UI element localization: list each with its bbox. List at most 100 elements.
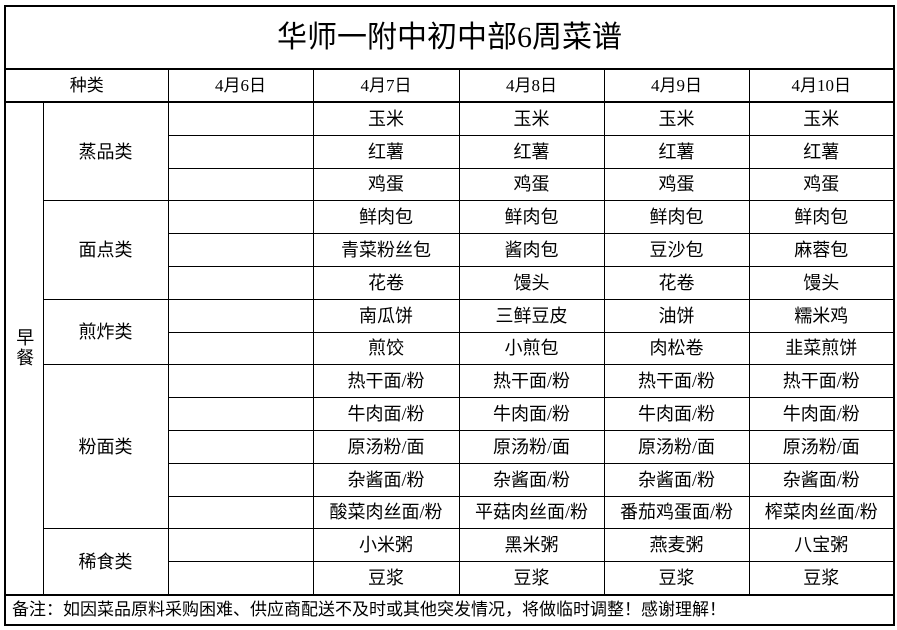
table-row: 鸡蛋 鸡蛋 鸡蛋 鸡蛋 — [5, 167, 895, 202]
menu-cell: 馒头 — [458, 265, 605, 300]
menu-cell — [167, 495, 314, 530]
menu-cell: 玉米 — [312, 101, 460, 136]
table-row: 豆浆 豆浆 豆浆 豆浆 — [5, 561, 895, 596]
menu-cell: 鲜肉包 — [748, 200, 895, 235]
menu-cell — [167, 134, 314, 169]
menu-cell: 热干面/粉 — [458, 364, 605, 399]
menu-cell: 杂酱面/粉 — [312, 462, 460, 497]
menu-cell: 南瓜饼 — [312, 298, 460, 333]
menu-cell: 原汤粉/面 — [312, 429, 460, 464]
menu-cell: 糯米鸡 — [748, 298, 895, 333]
menu-cell — [167, 397, 314, 431]
menu-cell: 豆沙包 — [603, 233, 750, 267]
category-label: 面点类 — [42, 200, 169, 300]
menu-cell: 豆浆 — [748, 561, 895, 596]
menu-cell: 红薯 — [748, 134, 895, 169]
table-row: 花卷 馒头 花卷 馒头 — [5, 265, 895, 300]
menu-cell — [167, 101, 314, 136]
menu-cell: 馒头 — [748, 265, 895, 300]
header-date: 4月8日 — [458, 68, 605, 103]
menu-cell: 鸡蛋 — [748, 167, 895, 202]
menu-cell: 酸菜肉丝面/粉 — [312, 495, 460, 530]
menu-cell — [167, 528, 314, 563]
header-date: 4月7日 — [312, 68, 460, 103]
table-row: 粉面类 热干面/粉 热干面/粉 热干面/粉 热干面/粉 — [5, 364, 895, 530]
table-row: 牛肉面/粉 牛肉面/粉 牛肉面/粉 牛肉面/粉 — [5, 397, 895, 431]
menu-cell: 红薯 — [458, 134, 605, 169]
menu-cell: 酱肉包 — [458, 233, 605, 267]
menu-cell: 黑米粥 — [458, 528, 605, 563]
menu-cell: 原汤粉/面 — [458, 429, 605, 464]
menu-cell: 花卷 — [312, 265, 460, 300]
menu-cell — [167, 200, 314, 235]
menu-cell: 麻蓉包 — [748, 233, 895, 267]
table-row: 面点类 鲜肉包 鲜肉包 鲜肉包 鲜肉包 — [5, 200, 895, 300]
menu-cell: 牛肉面/粉 — [748, 397, 895, 431]
menu-cell: 鸡蛋 — [312, 167, 460, 202]
menu-cell: 榨菜肉丝面/粉 — [748, 495, 895, 530]
header-date: 4月6日 — [167, 68, 314, 103]
menu-cell: 豆浆 — [603, 561, 750, 596]
menu-cell — [167, 462, 314, 497]
menu-cell — [167, 561, 314, 596]
menu-cell — [167, 265, 314, 300]
menu-cell: 牛肉面/粉 — [312, 397, 460, 431]
menu-table: 华师一附中初中部6周菜谱 种类 4月6日 4月7日 4月8日 4月9日 4月10… — [4, 5, 896, 626]
menu-cell: 玉米 — [603, 101, 750, 136]
menu-cell: 小米粥 — [312, 528, 460, 563]
menu-cell: 八宝粥 — [748, 528, 895, 563]
meal-label: 早餐 — [4, 101, 44, 596]
menu-cell: 杂酱面/粉 — [458, 462, 605, 497]
menu-cell: 鲜肉包 — [603, 200, 750, 235]
category-label: 煎炸类 — [42, 298, 169, 366]
category-label: 粉面类 — [42, 364, 169, 530]
table-row: 酸菜肉丝面/粉 平菇肉丝面/粉 番茄鸡蛋面/粉 榨菜肉丝面/粉 — [5, 495, 895, 530]
menu-cell: 青菜粉丝包 — [312, 233, 460, 267]
header-date: 4月9日 — [603, 68, 750, 103]
header-row: 种类 4月6日 4月7日 4月8日 4月9日 4月10日 — [4, 68, 895, 103]
menu-cell — [167, 233, 314, 267]
menu-cell: 热干面/粉 — [603, 364, 750, 399]
menu-cell: 番茄鸡蛋面/粉 — [603, 495, 750, 530]
menu-cell: 三鲜豆皮 — [458, 298, 605, 333]
table-row: 杂酱面/粉 杂酱面/粉 杂酱面/粉 杂酱面/粉 — [5, 462, 895, 497]
menu-cell — [167, 167, 314, 202]
menu-cell: 原汤粉/面 — [603, 429, 750, 464]
category-label: 稀食类 — [42, 528, 169, 596]
menu-cell: 牛肉面/粉 — [603, 397, 750, 431]
header-category: 种类 — [4, 68, 169, 103]
table-row: 稀食类 小米粥 黑米粥 燕麦粥 八宝粥 — [5, 528, 895, 596]
menu-cell: 油饼 — [603, 298, 750, 333]
menu-cell — [167, 364, 314, 399]
footnote: 备注：如因菜品原料采购困难、供应商配送不及时或其他突发情况，将做临时调整！感谢理… — [4, 593, 895, 626]
menu-cell: 鸡蛋 — [603, 167, 750, 202]
menu-cell: 花卷 — [603, 265, 750, 300]
menu-cell: 热干面/粉 — [748, 364, 895, 399]
menu-cell — [167, 298, 314, 333]
menu-cell — [167, 331, 314, 366]
menu-cell: 玉米 — [458, 101, 605, 136]
menu-cell: 平菇肉丝面/粉 — [458, 495, 605, 530]
menu-cell: 燕麦粥 — [603, 528, 750, 563]
menu-cell: 鲜肉包 — [458, 200, 605, 235]
menu-cell: 杂酱面/粉 — [748, 462, 895, 497]
menu-cell: 玉米 — [748, 101, 895, 136]
menu-cell: 鸡蛋 — [458, 167, 605, 202]
table-row: 青菜粉丝包 酱肉包 豆沙包 麻蓉包 — [5, 233, 895, 267]
page-title: 华师一附中初中部6周菜谱 — [4, 5, 895, 70]
menu-cell: 红薯 — [603, 134, 750, 169]
header-date: 4月10日 — [748, 68, 895, 103]
menu-cell — [167, 429, 314, 464]
menu-cell: 豆浆 — [458, 561, 605, 596]
menu-cell: 煎饺 — [312, 331, 460, 366]
menu-cell: 牛肉面/粉 — [458, 397, 605, 431]
table-row: 煎炸类 南瓜饼 三鲜豆皮 油饼 糯米鸡 — [5, 298, 895, 366]
menu-cell: 原汤粉/面 — [748, 429, 895, 464]
menu-cell: 小煎包 — [458, 331, 605, 366]
table-row: 早餐 蒸品类 玉米 玉米 玉米 玉米 — [4, 101, 895, 596]
menu-cell: 杂酱面/粉 — [603, 462, 750, 497]
menu-cell: 红薯 — [312, 134, 460, 169]
menu-cell: 热干面/粉 — [312, 364, 460, 399]
category-label: 蒸品类 — [42, 101, 169, 202]
menu-cell: 豆浆 — [312, 561, 460, 596]
